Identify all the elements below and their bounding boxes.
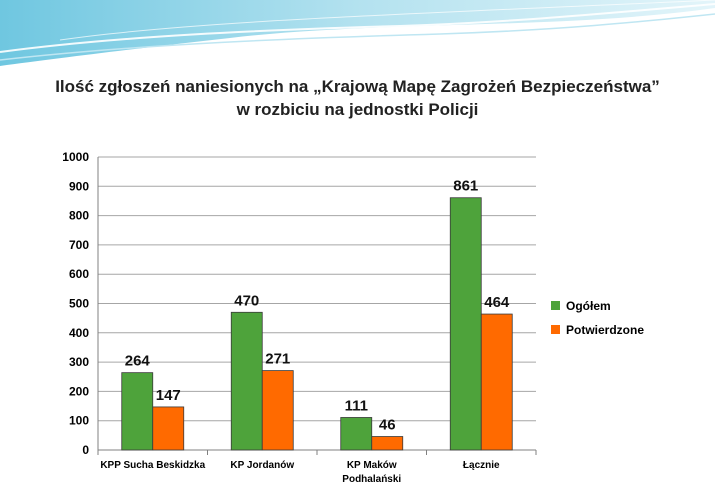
data-label: 46 <box>379 417 396 434</box>
x-category-label: KP Jordanów <box>230 460 294 471</box>
data-label: 861 <box>453 178 478 195</box>
x-category-label: KPP Sucha Beskidzka <box>100 460 205 471</box>
bar-ogolem <box>230 311 263 451</box>
y-tick-label: 100 <box>69 414 89 428</box>
y-tick-label: 600 <box>69 267 89 281</box>
chart-subtitle: w rozbiciu na jednostki Policji <box>236 100 479 119</box>
y-tick-label: 200 <box>69 384 89 398</box>
x-category-label: KP Maków <box>347 460 397 471</box>
y-tick-label: 700 <box>69 238 89 252</box>
bar-potwierdzone <box>152 406 185 451</box>
legend-swatch <box>551 301 560 310</box>
chart-title: Ilość zgłoszeń naniesionych na „Krajową … <box>55 77 660 96</box>
x-category-label: Podhalański <box>342 474 401 485</box>
bar-ogolem <box>340 417 373 451</box>
y-tick-label: 500 <box>69 297 89 311</box>
decorative-wave-banner <box>0 0 715 66</box>
data-label: 147 <box>156 387 181 404</box>
data-label: 464 <box>484 294 510 311</box>
data-label: 271 <box>265 351 290 368</box>
y-tick-label: 400 <box>69 326 89 340</box>
x-category-label: Łącznie <box>463 460 500 471</box>
legend-label: Ogółem <box>566 299 611 313</box>
y-tick-label: 300 <box>69 355 89 369</box>
data-label: 470 <box>234 292 259 309</box>
y-tick-label: 800 <box>69 209 89 223</box>
bar-potwierdzone <box>261 370 294 451</box>
bar-ogolem <box>449 197 482 451</box>
bar-ogolem <box>121 372 154 451</box>
y-tick-label: 0 <box>82 443 89 457</box>
legend-label: Potwierdzone <box>566 323 644 337</box>
bar-potwierdzone <box>480 313 513 451</box>
data-label: 264 <box>125 353 151 370</box>
y-tick-label: 900 <box>69 179 89 193</box>
bar-potwierdzone <box>371 436 404 451</box>
y-tick-label: 1000 <box>62 150 89 164</box>
data-label: 111 <box>345 397 368 414</box>
legend-swatch <box>551 325 560 334</box>
